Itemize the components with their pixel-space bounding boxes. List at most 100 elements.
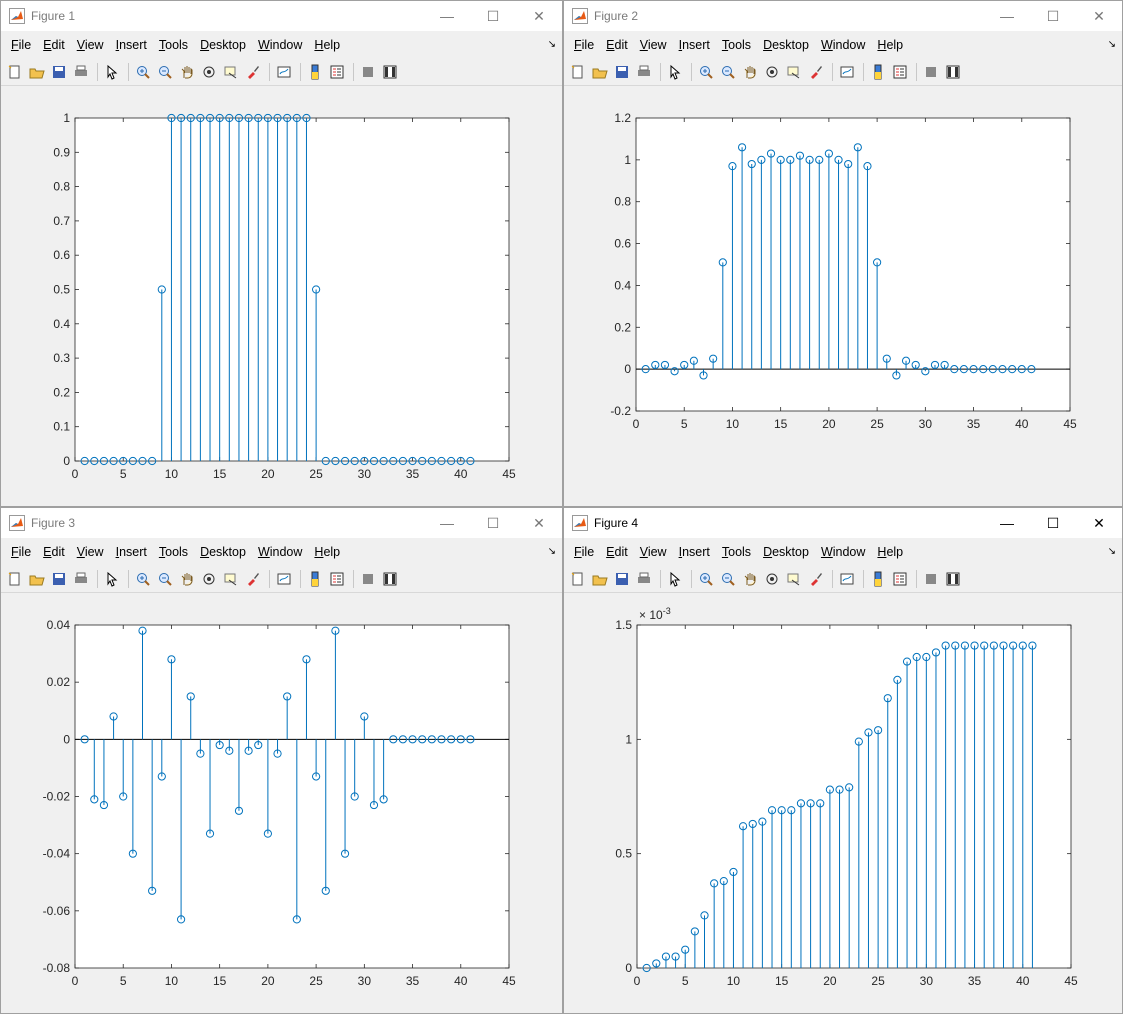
menu-insert[interactable]: Insert [678, 38, 710, 52]
maximize-button[interactable]: ☐ [486, 7, 500, 24]
save-icon[interactable] [612, 569, 632, 589]
link-plot-icon[interactable] [274, 62, 294, 82]
pan-icon[interactable] [740, 62, 760, 82]
link-plot-icon[interactable] [274, 569, 294, 589]
brush-icon[interactable] [806, 569, 826, 589]
menu-insert[interactable]: Insert [115, 545, 147, 559]
pointer-icon[interactable] [102, 62, 122, 82]
menu-desktop[interactable]: Desktop [200, 545, 246, 559]
menu-desktop[interactable]: Desktop [200, 38, 246, 52]
menu-tools[interactable]: Tools [158, 545, 189, 559]
rotate-icon[interactable] [762, 62, 782, 82]
menu-window[interactable]: Window [257, 38, 303, 52]
open-file-icon[interactable] [27, 62, 47, 82]
save-icon[interactable] [612, 62, 632, 82]
data-cursor-icon[interactable] [221, 62, 241, 82]
show-plot-tools-icon[interactable] [380, 569, 400, 589]
colorbar-icon[interactable] [868, 569, 888, 589]
zoom-in-icon[interactable] [696, 62, 716, 82]
maximize-button[interactable]: ☐ [486, 514, 500, 531]
menu-edit[interactable]: Edit [606, 38, 628, 52]
rotate-icon[interactable] [199, 62, 219, 82]
brush-icon[interactable] [243, 569, 263, 589]
menu-edit[interactable]: Edit [43, 38, 65, 52]
link-plot-icon[interactable] [837, 62, 857, 82]
data-cursor-icon[interactable] [221, 569, 241, 589]
figure-window-3[interactable]: Figure 3 — ☐ ✕ File Edit View Insert Tools Deskto… [0, 507, 563, 1014]
menu-insert[interactable]: Insert [678, 545, 710, 559]
zoom-out-icon[interactable] [155, 569, 175, 589]
maximize-button[interactable]: ☐ [1046, 514, 1060, 531]
save-icon[interactable] [49, 569, 69, 589]
show-plot-tools-icon[interactable] [380, 62, 400, 82]
close-button[interactable]: ✕ [1093, 7, 1105, 24]
pan-icon[interactable] [740, 569, 760, 589]
menu-file[interactable]: File [11, 38, 32, 52]
open-file-icon[interactable] [27, 569, 47, 589]
title-bar[interactable]: Figure 1 — ☐ ✕ [1, 1, 562, 31]
zoom-out-icon[interactable] [155, 62, 175, 82]
zoom-out-icon[interactable] [718, 569, 738, 589]
legend-icon[interactable] [327, 62, 347, 82]
menu-overflow-arrow-icon[interactable]: ↘ [547, 546, 556, 557]
hide-plot-tools-icon[interactable] [358, 569, 378, 589]
legend-icon[interactable] [890, 569, 910, 589]
close-button[interactable]: ✕ [533, 514, 545, 531]
menu-view[interactable]: View [639, 545, 667, 559]
menu-file[interactable]: File [11, 545, 32, 559]
figure-window-4[interactable]: Figure 4 — ☐ ✕ File Edit View Insert Tools Deskto… [563, 507, 1123, 1014]
hide-plot-tools-icon[interactable] [921, 62, 941, 82]
pointer-icon[interactable] [665, 62, 685, 82]
data-cursor-icon[interactable] [784, 62, 804, 82]
menu-window[interactable]: Window [257, 545, 303, 559]
menu-file[interactable]: File [574, 38, 595, 52]
print-icon[interactable] [634, 569, 654, 589]
menu-window[interactable]: Window [820, 38, 866, 52]
menu-overflow-arrow-icon[interactable]: ↘ [547, 39, 556, 50]
legend-icon[interactable] [327, 569, 347, 589]
figure-window-2[interactable]: Figure 2 — ☐ ✕ File Edit View Insert Tools Deskto… [563, 0, 1123, 507]
brush-icon[interactable] [243, 62, 263, 82]
menu-desktop[interactable]: Desktop [763, 545, 809, 559]
axes-svg[interactable]: 0 5 10 15 20 25 30 35 40 45 0 0.1 0.2 0.3 0.4 0.5 0.6 0.7… [1, 86, 563, 507]
menu-help[interactable]: Help [314, 545, 341, 559]
menu-tools[interactable]: Tools [158, 38, 189, 52]
legend-icon[interactable] [890, 62, 910, 82]
new-figure-icon[interactable] [5, 569, 25, 589]
axes-svg[interactable]: 0 5 10 15 20 25 30 35 40 45-0.200.20.40.60.811.2 [564, 86, 1123, 507]
save-icon[interactable] [49, 62, 69, 82]
menu-desktop[interactable]: Desktop [763, 38, 809, 52]
new-figure-icon[interactable] [568, 569, 588, 589]
menu-edit[interactable]: Edit [606, 545, 628, 559]
zoom-out-icon[interactable] [718, 62, 738, 82]
new-figure-icon[interactable] [5, 62, 25, 82]
axes-svg[interactable]: 0 5 10 15 20 25 30 35 40 45 0 0.5 1 1.5 × 10-3 [564, 593, 1123, 1014]
data-cursor-icon[interactable] [784, 569, 804, 589]
close-button[interactable]: ✕ [1093, 514, 1105, 531]
menu-view[interactable]: View [76, 545, 104, 559]
zoom-in-icon[interactable] [696, 569, 716, 589]
rotate-icon[interactable] [199, 569, 219, 589]
pan-icon[interactable] [177, 569, 197, 589]
zoom-in-icon[interactable] [133, 62, 153, 82]
open-file-icon[interactable] [590, 62, 610, 82]
zoom-in-icon[interactable] [133, 569, 153, 589]
menu-view[interactable]: View [639, 38, 667, 52]
brush-icon[interactable] [806, 62, 826, 82]
menu-view[interactable]: View [76, 38, 104, 52]
show-plot-tools-icon[interactable] [943, 569, 963, 589]
menu-help[interactable]: Help [314, 38, 341, 52]
print-icon[interactable] [71, 569, 91, 589]
menu-tools[interactable]: Tools [721, 38, 752, 52]
menu-insert[interactable]: Insert [115, 38, 147, 52]
pan-icon[interactable] [177, 62, 197, 82]
colorbar-icon[interactable] [868, 62, 888, 82]
close-button[interactable]: ✕ [533, 7, 545, 24]
print-icon[interactable] [71, 62, 91, 82]
colorbar-icon[interactable] [305, 62, 325, 82]
figure-window-1[interactable]: Figure 1 — ☐ ✕ File Edit View Insert Tools Deskto… [0, 0, 563, 507]
open-file-icon[interactable] [590, 569, 610, 589]
menu-help[interactable]: Help [877, 38, 904, 52]
minimize-button[interactable]: — [1000, 515, 1014, 531]
minimize-button[interactable]: — [440, 8, 454, 24]
